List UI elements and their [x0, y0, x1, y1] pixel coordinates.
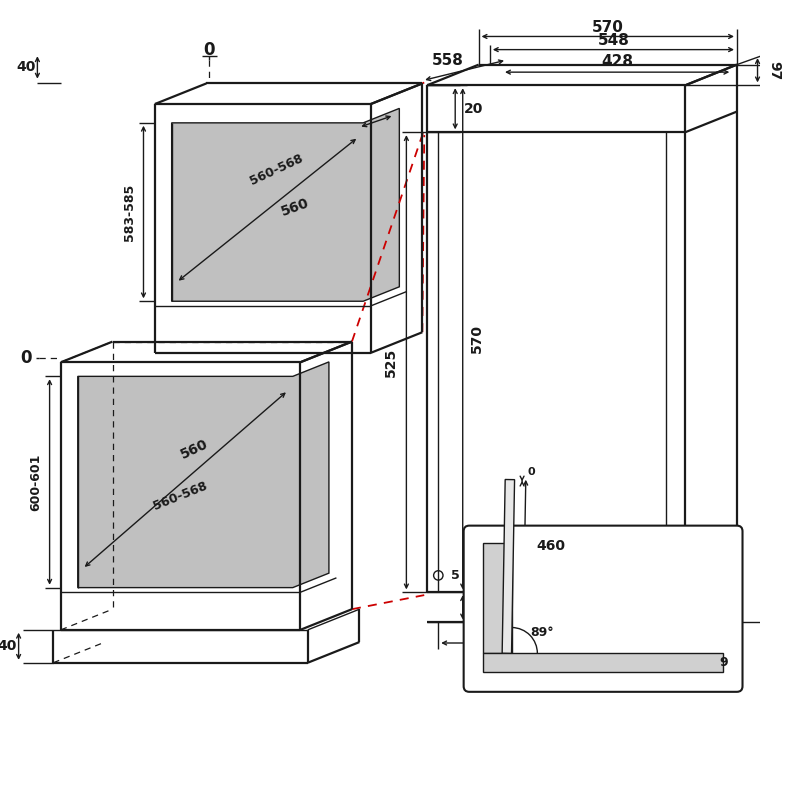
Polygon shape — [483, 542, 511, 654]
Text: 595: 595 — [546, 648, 578, 662]
Text: 20: 20 — [469, 600, 488, 614]
Polygon shape — [502, 479, 514, 654]
Text: 20: 20 — [464, 102, 484, 116]
Text: 0: 0 — [203, 41, 215, 58]
Text: 428: 428 — [601, 54, 633, 70]
Text: 560: 560 — [279, 196, 312, 219]
Text: 560: 560 — [178, 437, 210, 462]
Text: 0: 0 — [528, 467, 535, 477]
Text: 570: 570 — [592, 19, 624, 34]
Polygon shape — [483, 654, 722, 672]
Text: 560-568: 560-568 — [248, 152, 306, 188]
Text: 600-601: 600-601 — [29, 454, 42, 510]
Polygon shape — [78, 362, 329, 588]
Text: 89°: 89° — [530, 626, 554, 639]
Text: 97: 97 — [767, 61, 782, 80]
Polygon shape — [172, 108, 399, 302]
Text: 9: 9 — [719, 656, 728, 670]
Text: 558: 558 — [432, 54, 464, 68]
Text: 40: 40 — [0, 639, 17, 654]
Text: 5: 5 — [451, 569, 459, 582]
Text: 460: 460 — [536, 539, 565, 553]
Text: 570: 570 — [470, 324, 484, 354]
Text: 0: 0 — [20, 349, 32, 366]
Text: 595: 595 — [796, 329, 800, 358]
Text: 548: 548 — [598, 33, 630, 48]
Text: 40: 40 — [17, 61, 36, 74]
Text: 525: 525 — [384, 348, 398, 377]
FancyBboxPatch shape — [464, 526, 742, 692]
Text: 583-585: 583-585 — [123, 183, 136, 241]
Text: 560-568: 560-568 — [152, 479, 210, 513]
